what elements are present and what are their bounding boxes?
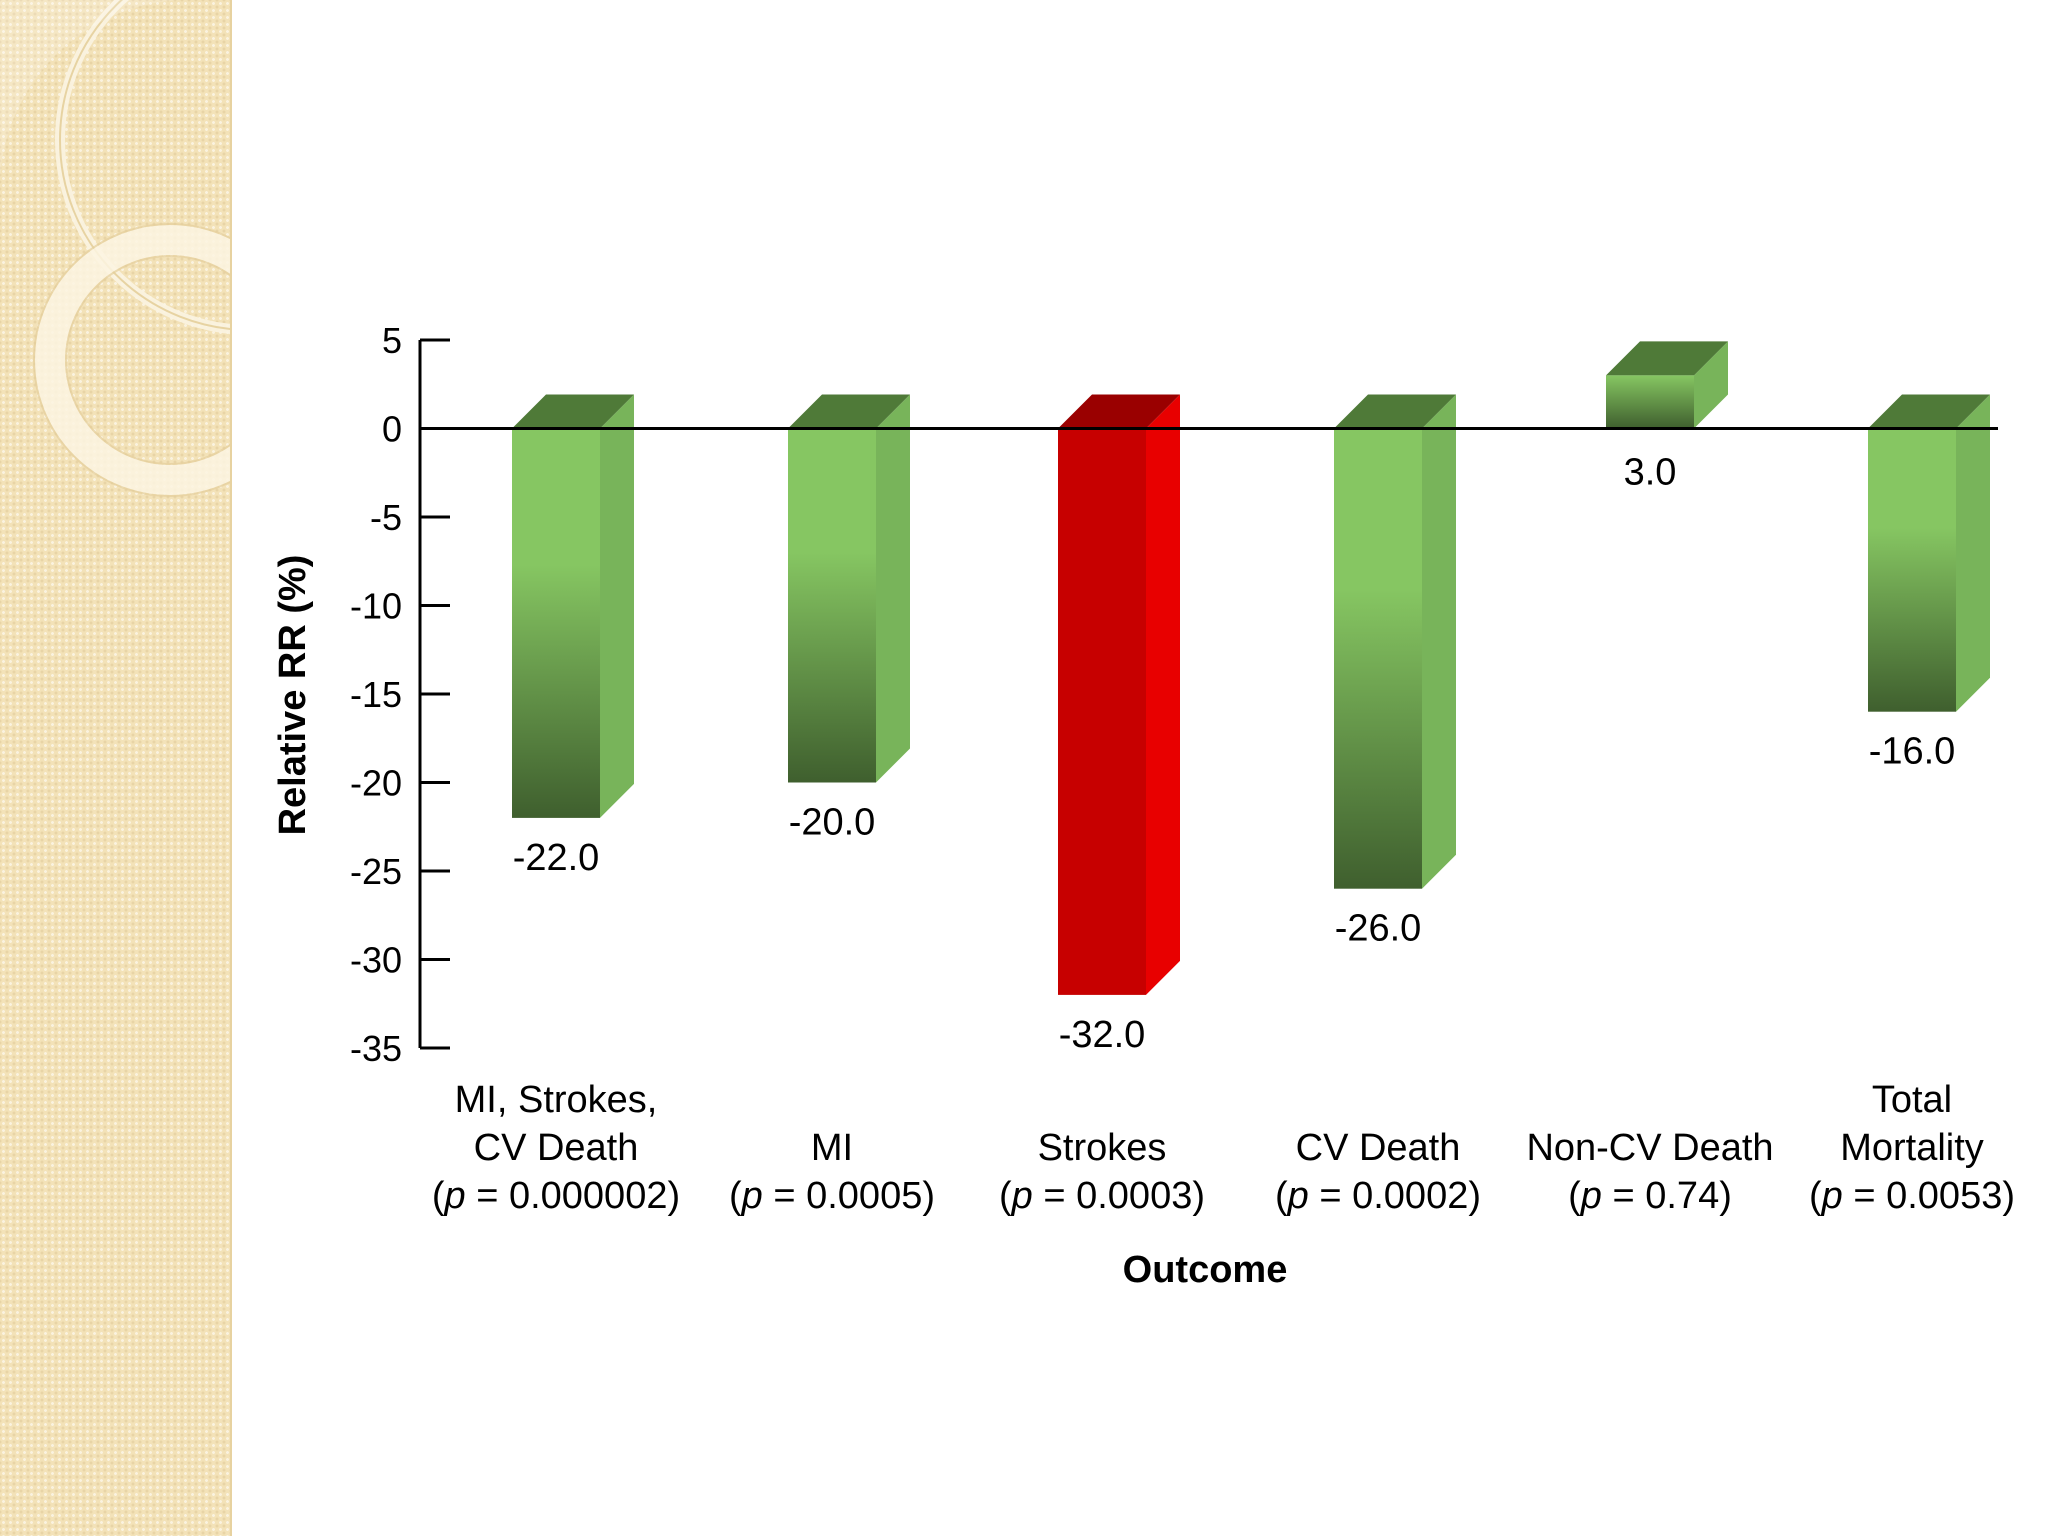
bar-top-2: [1058, 394, 1180, 429]
category-label-1: MI (p = 0.0005): [729, 1127, 935, 1217]
bar-2: [1058, 394, 1180, 995]
category-label-0: MI, Strokes, CV Death (p = 0.000002): [432, 1079, 680, 1217]
category-label-4: Non-CV Death (p = 0.74): [1526, 1127, 1773, 1217]
decorative-rings: [0, 0, 230, 497]
y-tick-label-5: -20: [350, 763, 402, 804]
bar-side-2: [1146, 394, 1180, 995]
y-tick-label-3: -10: [350, 586, 402, 627]
category-label-2: Strokes (p = 0.0003): [999, 1127, 1205, 1217]
bar-side-1: [876, 394, 910, 783]
bar-top-1: [788, 394, 910, 429]
data-label-4: 3.0: [1624, 452, 1677, 494]
bar-top-3: [1334, 394, 1456, 429]
bar-top-0: [512, 394, 634, 429]
y-tick-label-1: 0: [382, 409, 402, 450]
data-label-1: -20.0: [789, 802, 876, 844]
y-tick-label-7: -30: [350, 940, 402, 981]
bar-front-2: [1058, 428, 1146, 995]
y-tick-label-0: 5: [382, 320, 402, 361]
bar-top-5: [1868, 394, 1990, 429]
bar-1: [788, 394, 910, 783]
bar-side-5: [1956, 394, 1990, 712]
bar-4: [1606, 341, 1728, 429]
y-tick-label-6: -25: [350, 851, 402, 892]
decorative-side-panel: [0, 0, 232, 1536]
y-tick-label-2: -5: [370, 497, 402, 538]
labels-layer: -22.0 -20.0 -32.0 -26.0 3.0 -16.0 MI, Strokes,…: [432, 452, 2015, 1218]
y-axis-title: Relative RR (%): [272, 555, 314, 836]
y-tick-label-4: -15: [350, 674, 402, 715]
data-label-2: -32.0: [1059, 1014, 1146, 1056]
category-label-5: Total Mortality (p = 0.0053): [1809, 1079, 2015, 1217]
bar-front-0: [512, 428, 600, 818]
bars-layer: [512, 341, 1990, 995]
category-label-3: CV Death (p = 0.0002): [1275, 1127, 1481, 1217]
bar-front-3: [1334, 428, 1422, 889]
data-label-0: -22.0: [513, 837, 600, 879]
data-label-5: -16.0: [1869, 731, 1956, 773]
x-axis-title: Outcome: [1123, 1249, 1288, 1291]
data-label-3: -26.0: [1335, 908, 1422, 950]
bar-3: [1334, 394, 1456, 889]
bar-front-1: [788, 428, 876, 783]
bar-side-0: [600, 394, 634, 818]
bar-0: [512, 394, 634, 818]
axis-layer: 5 0 -5 -10 -15 -20 -25 -30 -35: [350, 320, 1998, 1069]
y-tick-label-8: -35: [350, 1028, 402, 1069]
bar-front-5: [1868, 428, 1956, 712]
bar-front-4: [1606, 375, 1694, 429]
bar-top-4: [1606, 341, 1728, 376]
bar-side-4: [1694, 341, 1728, 429]
bar-side-3: [1422, 394, 1456, 889]
bar-5: [1868, 394, 1990, 712]
